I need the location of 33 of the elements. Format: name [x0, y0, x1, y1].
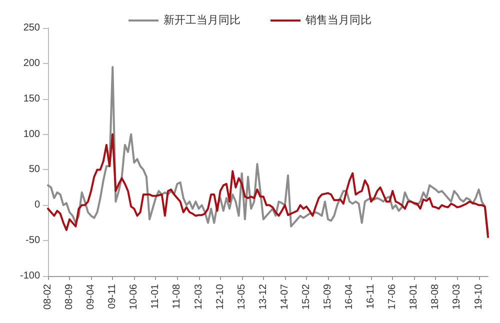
x-tick-label: 11-01: [150, 284, 162, 309]
x-tick-label: 18-08: [430, 284, 442, 310]
y-tick-label: 100: [23, 128, 40, 140]
y-tick-label: 0: [34, 200, 40, 211]
y-tick-label: -100: [20, 270, 40, 282]
x-tick-label: 19-03: [452, 284, 463, 310]
x-tick-label: 17-06: [387, 284, 398, 310]
y-tick-label: 150: [23, 93, 40, 104]
x-tick-label: 16-11: [366, 284, 377, 309]
line-series: [47, 133, 489, 238]
y-tick-label: 250: [23, 22, 40, 34]
x-tick-label: 18-01: [408, 284, 420, 310]
x-tick-label: 15-02: [300, 284, 312, 310]
x-tick-label: 08-02: [42, 284, 54, 310]
x-tick-label: 09-04: [86, 284, 97, 310]
y-tick-label: 200: [23, 58, 40, 69]
legend-label: 新开工当月同比: [164, 14, 240, 26]
x-tick-label: 12-03: [193, 284, 204, 310]
x-tick-label: 15-09: [322, 284, 334, 310]
x-tick-label: 16-04: [344, 284, 356, 310]
y-tick-label: 50: [28, 164, 40, 176]
line-series: [47, 66, 489, 234]
legend-label: 销售当月同比: [304, 14, 372, 26]
x-tick-label: 08-09: [64, 284, 76, 310]
x-tick-label: 12-10: [214, 284, 226, 310]
x-tick-label: 19-10: [473, 284, 484, 310]
x-tick-label: 14-07: [279, 284, 290, 310]
x-tick-label: 13-05: [236, 284, 248, 310]
x-tick-label: 10-06: [128, 284, 140, 310]
x-tick-label: 11-08: [172, 284, 183, 309]
x-tick-label: 09-11: [107, 284, 118, 309]
y-tick-label: -50: [26, 235, 40, 246]
x-tick-label: 13-12: [258, 284, 269, 310]
